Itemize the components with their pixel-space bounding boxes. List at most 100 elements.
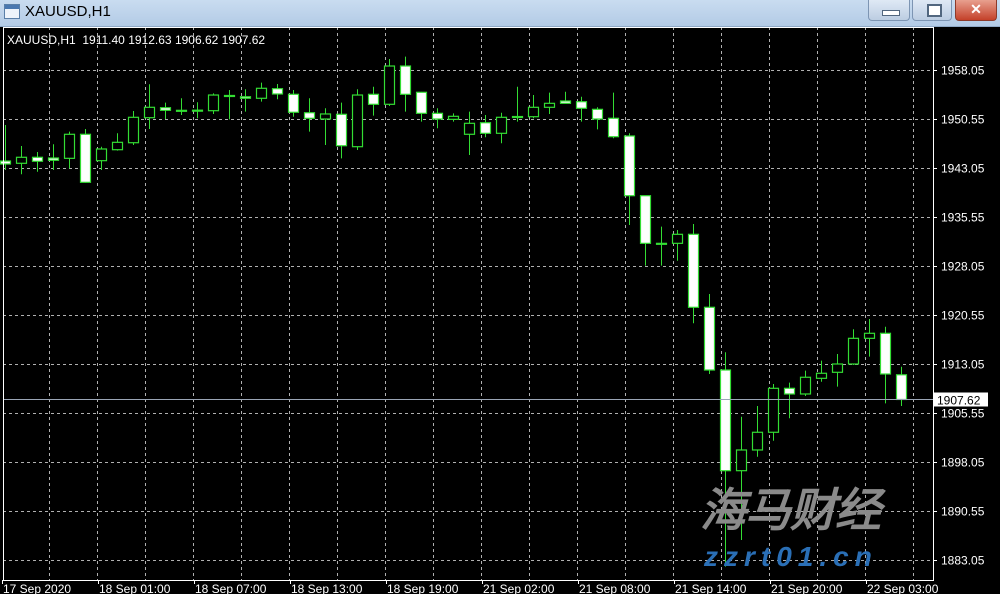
time-axis-label: 21 Sep 08:00 bbox=[579, 582, 651, 594]
candle bbox=[671, 230, 684, 261]
bull-candle-body bbox=[447, 115, 460, 120]
bull-candle-body bbox=[127, 116, 140, 144]
bull-candle-body bbox=[95, 148, 108, 162]
time-axis-label: 21 Sep 20:00 bbox=[771, 582, 843, 594]
bull-candle-body bbox=[671, 233, 684, 244]
candle bbox=[415, 91, 428, 122]
bear-candle-body bbox=[239, 96, 252, 99]
bear-candle-body bbox=[287, 93, 300, 113]
candle bbox=[543, 92, 556, 114]
bear-candle-body bbox=[895, 374, 908, 401]
candle bbox=[687, 223, 700, 324]
window-titlebar: XAUUSD,H1 ✕ bbox=[0, 0, 1000, 27]
bull-candle-body bbox=[383, 65, 396, 105]
bear-candle-body bbox=[687, 233, 700, 308]
bull-candle-body bbox=[143, 106, 156, 119]
bear-candle-body bbox=[559, 100, 572, 104]
bear-candle-body bbox=[367, 93, 380, 105]
candle bbox=[831, 354, 844, 387]
current-price-label: 1907.62 bbox=[937, 394, 981, 408]
price-axis-label: 1920.55 bbox=[941, 309, 985, 323]
bear-candle-body bbox=[479, 122, 492, 134]
candle bbox=[287, 89, 300, 117]
candle bbox=[127, 111, 140, 146]
candle bbox=[351, 89, 364, 150]
candle bbox=[479, 115, 492, 138]
candle bbox=[367, 86, 380, 116]
candle bbox=[719, 352, 732, 567]
price-axis-label: 1898.05 bbox=[941, 456, 985, 470]
current-price-box bbox=[934, 392, 988, 407]
bear-candle-body bbox=[175, 109, 188, 112]
time-axis-label: 21 Sep 14:00 bbox=[675, 582, 747, 594]
candle bbox=[799, 370, 812, 397]
bear-candle-body bbox=[607, 117, 620, 138]
bull-candle-body bbox=[799, 376, 812, 395]
bear-candle-body bbox=[655, 242, 668, 245]
candle bbox=[319, 108, 332, 146]
bear-candle-body bbox=[415, 91, 428, 114]
bear-candle-body bbox=[31, 156, 44, 162]
open-value: 1911.40 bbox=[82, 33, 125, 47]
watermark-brand: 海马财经 bbox=[700, 484, 881, 536]
bear-candle-body bbox=[79, 133, 92, 183]
ohlc-readout: XAUUSD,H1 1911.40 1912.63 1906.62 1907.6… bbox=[7, 33, 265, 47]
candle bbox=[239, 89, 252, 112]
bear-candle-body bbox=[591, 108, 604, 120]
candle bbox=[383, 59, 396, 106]
candle bbox=[559, 91, 572, 104]
price-axis-label: 1883.05 bbox=[941, 554, 985, 568]
candle bbox=[111, 133, 124, 151]
bear-candle-body bbox=[703, 306, 716, 371]
bull-candle-body bbox=[815, 372, 828, 379]
candle bbox=[767, 383, 780, 441]
candle bbox=[431, 108, 444, 129]
candle bbox=[703, 294, 716, 374]
close-icon: ✕ bbox=[970, 1, 982, 17]
watermark-url: zzrt01.cn bbox=[704, 541, 878, 572]
bear-candle-body bbox=[431, 112, 444, 120]
bear-candle-body bbox=[303, 112, 316, 119]
price-axis-label: 1890.55 bbox=[941, 505, 985, 519]
bull-candle-body bbox=[751, 431, 764, 451]
bear-candle-body bbox=[639, 195, 652, 244]
bull-candle-body bbox=[63, 133, 76, 159]
bear-candle-body bbox=[271, 88, 284, 95]
bull-candle-body bbox=[319, 113, 332, 120]
bear-candle-body bbox=[399, 65, 412, 95]
bull-candle-body bbox=[831, 363, 844, 373]
price-axis-label: 1943.05 bbox=[941, 162, 985, 176]
candle bbox=[399, 56, 412, 112]
low-value: 1906.62 bbox=[174, 33, 219, 47]
candle bbox=[527, 95, 540, 119]
bear-candle-body bbox=[623, 135, 636, 197]
bear-candle-body bbox=[575, 101, 588, 109]
symbol-label: XAUUSD,H1 bbox=[7, 33, 76, 47]
bear-candle-body bbox=[719, 369, 732, 472]
maximize-button[interactable] bbox=[912, 0, 952, 21]
time-axis-label: 18 Sep 19:00 bbox=[387, 582, 459, 594]
price-axis-label: 1958.05 bbox=[941, 64, 985, 78]
candle bbox=[607, 92, 620, 139]
price-axis-label: 1935.55 bbox=[941, 211, 985, 225]
candle bbox=[15, 145, 28, 175]
minimize-button[interactable] bbox=[868, 0, 910, 21]
candle bbox=[303, 98, 316, 132]
candle bbox=[655, 226, 668, 266]
bull-candle-body bbox=[463, 122, 476, 135]
bull-candle-body bbox=[207, 94, 220, 112]
time-axis-label: 21 Sep 02:00 bbox=[483, 582, 555, 594]
chart-frame bbox=[3, 27, 934, 581]
candle bbox=[511, 86, 524, 122]
candle bbox=[447, 113, 460, 122]
close-button[interactable]: ✕ bbox=[955, 0, 997, 21]
candle bbox=[751, 406, 764, 457]
bull-candle-body bbox=[543, 102, 556, 108]
candle bbox=[463, 111, 476, 155]
candle bbox=[623, 133, 636, 225]
candle bbox=[863, 318, 876, 357]
time-axis-label: 18 Sep 07:00 bbox=[195, 582, 267, 594]
candle bbox=[95, 146, 108, 171]
bear-candle-body bbox=[159, 107, 172, 111]
